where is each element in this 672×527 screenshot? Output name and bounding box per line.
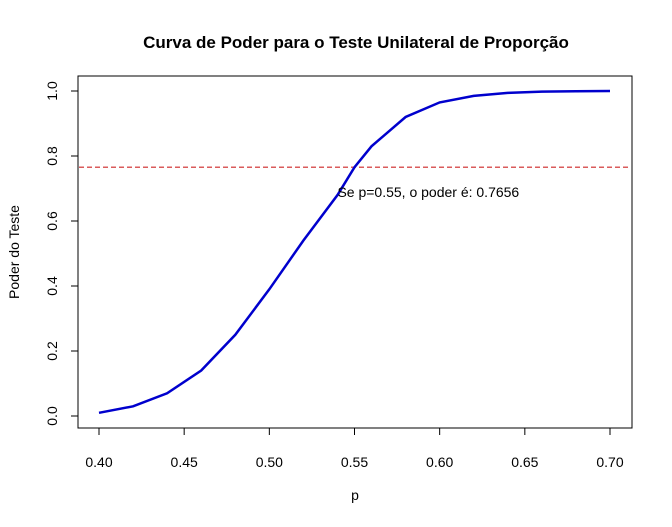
plot-area-frame [77, 75, 633, 429]
x-axis: 0.40 0.45 0.50 0.55 0.60 0.65 0.70 [85, 427, 624, 470]
y-tick-label: 0.2 [44, 341, 60, 361]
y-axis: 0.0 0.2 0.4 0.6 0.8 1.0 [44, 81, 79, 426]
y-tick-label: 1.0 [44, 81, 60, 101]
power-annotation: Se p=0.55, o poder é: 0.7656 [337, 184, 519, 200]
y-tick-label: 0.0 [44, 406, 60, 426]
x-tick-label: 0.60 [426, 454, 453, 470]
x-axis-label: p [351, 487, 359, 503]
x-tick-label: 0.40 [85, 454, 112, 470]
x-tick-label: 0.45 [171, 454, 198, 470]
x-tick-label: 0.50 [256, 454, 283, 470]
x-tick-label: 0.65 [511, 454, 538, 470]
y-tick-label: 0.4 [44, 276, 60, 296]
chart-title: Curva de Poder para o Teste Unilateral d… [143, 33, 569, 52]
x-tick-label: 0.70 [596, 454, 623, 470]
y-axis-label: Poder do Teste [6, 205, 22, 299]
y-tick-label: 0.8 [44, 146, 60, 166]
power-curve-line [98, 89, 611, 415]
y-tick-label: 0.6 [44, 211, 60, 231]
x-tick-label: 0.55 [341, 454, 368, 470]
